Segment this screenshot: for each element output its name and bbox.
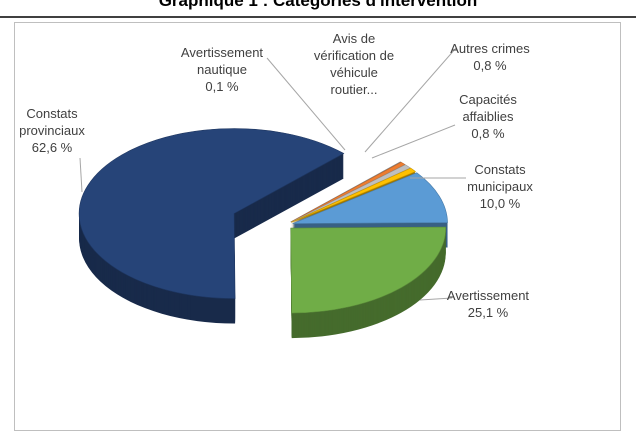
- label-value: 0,8 %: [471, 126, 505, 141]
- leader-line: [419, 297, 453, 301]
- label-value: 25,1 %: [467, 305, 509, 320]
- leader-line: [371, 124, 456, 159]
- data-label: Constats municipaux 10,0 %: [450, 161, 550, 212]
- slice: [291, 167, 417, 223]
- data-label: Avertissement nautique 0,1 %: [167, 44, 277, 95]
- label-value: 62,6 %: [31, 140, 73, 155]
- label-category: Avertissement: [446, 288, 530, 303]
- data-label: Capacités affaiblies 0,8 %: [438, 91, 538, 142]
- chart-title: Graphique 1 : Catégories d'intervention: [158, 0, 478, 10]
- data-label: Autres crimes 0,8 %: [440, 40, 540, 74]
- chart-frame: [14, 22, 621, 431]
- leader-line: [364, 47, 457, 153]
- label-category: Constats provinciaux: [19, 106, 85, 138]
- label-value: 10,0 %: [479, 196, 521, 211]
- slice: [78, 128, 345, 299]
- label-category: Capacités affaiblies: [459, 92, 517, 124]
- label-category: Constats municipaux: [467, 162, 533, 194]
- data-label: Constats provinciaux 62,6 %: [2, 105, 102, 156]
- label-category: Avertissement nautique: [180, 45, 264, 77]
- slice: [292, 172, 448, 224]
- label-value: 0,1 %: [205, 79, 239, 94]
- data-label: Avis de vérification de véhicule routier…: [311, 30, 397, 98]
- leader-line: [266, 57, 346, 151]
- leader-line: [79, 157, 83, 193]
- label-category: Avis de vérification de véhicule routier…: [313, 31, 395, 97]
- data-label: Avertissement 25,1 %: [433, 287, 543, 321]
- label-category: Autres crimes: [450, 41, 530, 56]
- label-value: 0,8 %: [473, 58, 507, 73]
- slice: [290, 226, 447, 314]
